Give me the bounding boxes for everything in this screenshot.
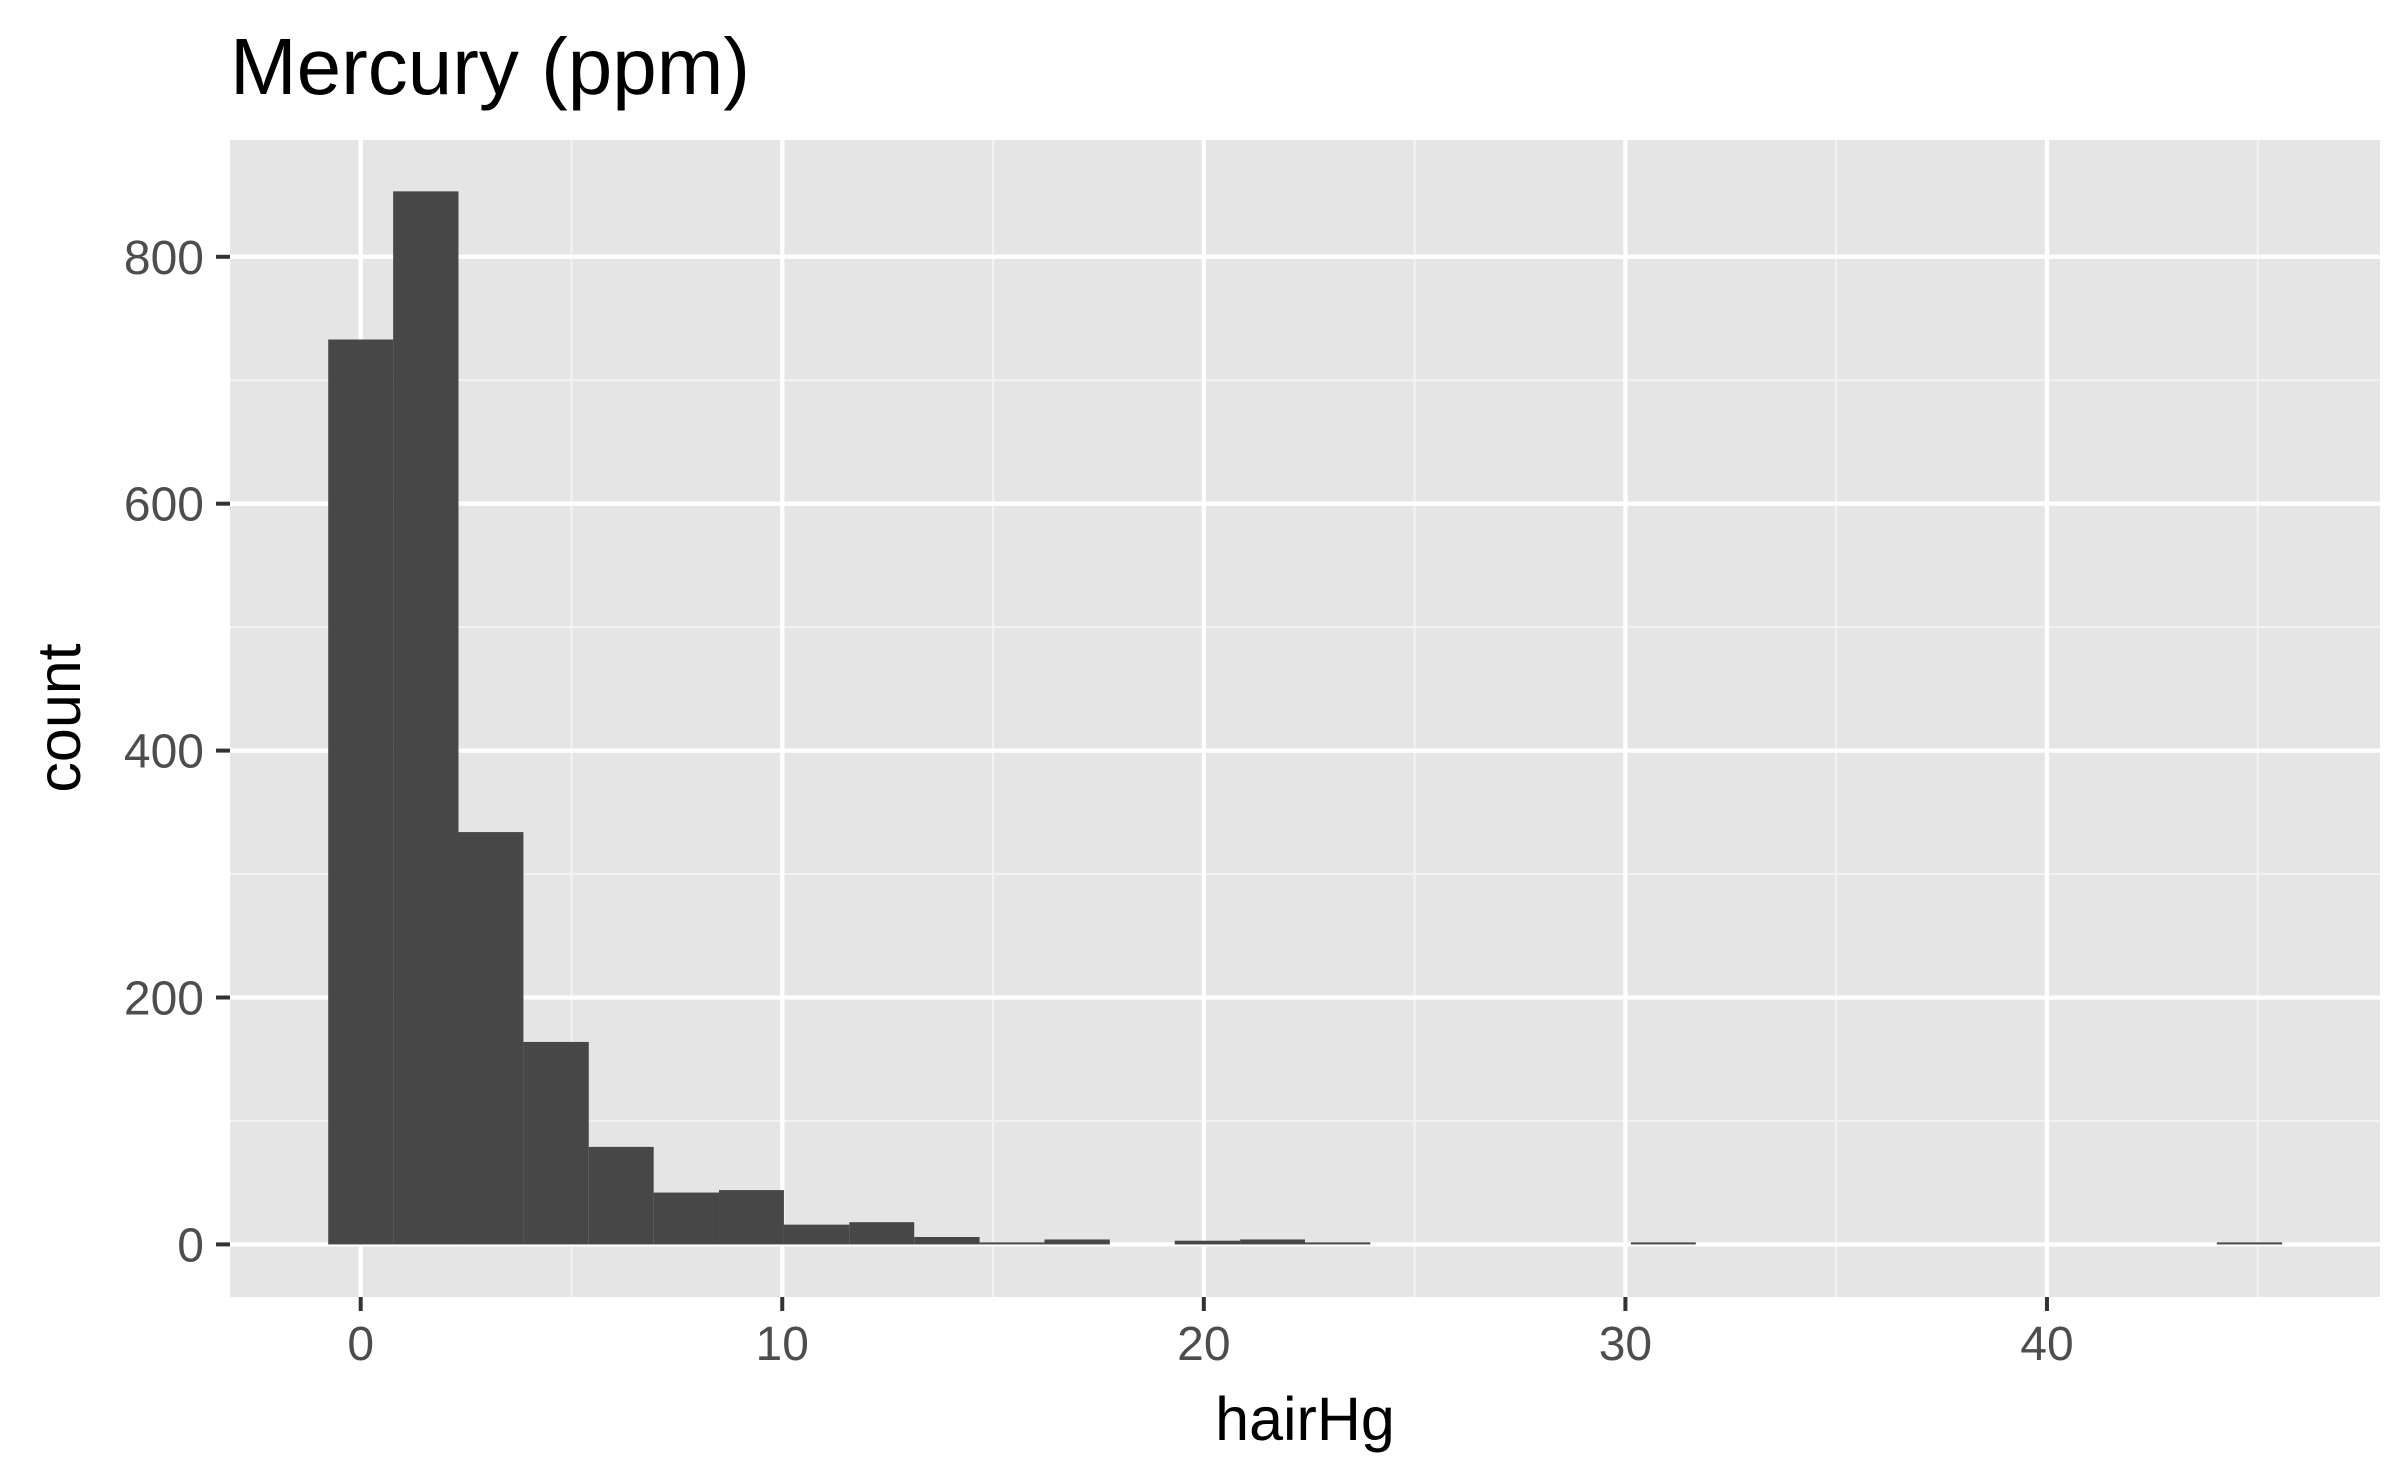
histogram-bar: [914, 1237, 980, 1245]
histogram-bar: [1305, 1242, 1371, 1245]
histogram-bar: [1044, 1239, 1110, 1245]
x-tick-label: 30: [1599, 1318, 1652, 1371]
y-tick-label: 0: [177, 1219, 204, 1272]
x-axis-title: hairHg: [1215, 1385, 1395, 1453]
y-tick-label: 800: [124, 232, 204, 285]
histogram-bar: [719, 1190, 784, 1245]
histogram-bar: [588, 1146, 654, 1245]
histogram-bar: [458, 832, 524, 1245]
y-tick-label: 600: [124, 479, 204, 532]
y-tick-label: 400: [124, 726, 204, 779]
histogram-bar: [849, 1222, 915, 1245]
histogram-bar: [979, 1242, 1045, 1245]
histogram-bar: [1630, 1242, 1696, 1245]
histogram-bar: [1240, 1239, 1305, 1245]
histogram-bars: [328, 191, 2283, 1245]
y-axis: 0 200 400 600 800: [124, 232, 230, 1272]
x-axis: 0 10 20 30 40: [347, 1297, 2074, 1371]
x-tick-label: 40: [2020, 1318, 2073, 1371]
y-axis-title: count: [25, 643, 93, 792]
histogram-bar: [328, 339, 394, 1245]
histogram-bar: [783, 1224, 850, 1245]
histogram-bar: [393, 191, 459, 1245]
x-tick-label: 20: [1177, 1318, 1230, 1371]
minor-gridlines: [230, 140, 2380, 1297]
x-tick-label: 0: [347, 1318, 374, 1371]
x-tick-label: 10: [756, 1318, 809, 1371]
histogram-bar: [2216, 1242, 2283, 1245]
histogram-bar: [1174, 1240, 1241, 1245]
chart-title: Mercury (ppm): [230, 22, 750, 111]
histogram-bar: [653, 1192, 720, 1245]
y-tick-label: 200: [124, 973, 204, 1026]
histogram-bar: [523, 1041, 589, 1245]
